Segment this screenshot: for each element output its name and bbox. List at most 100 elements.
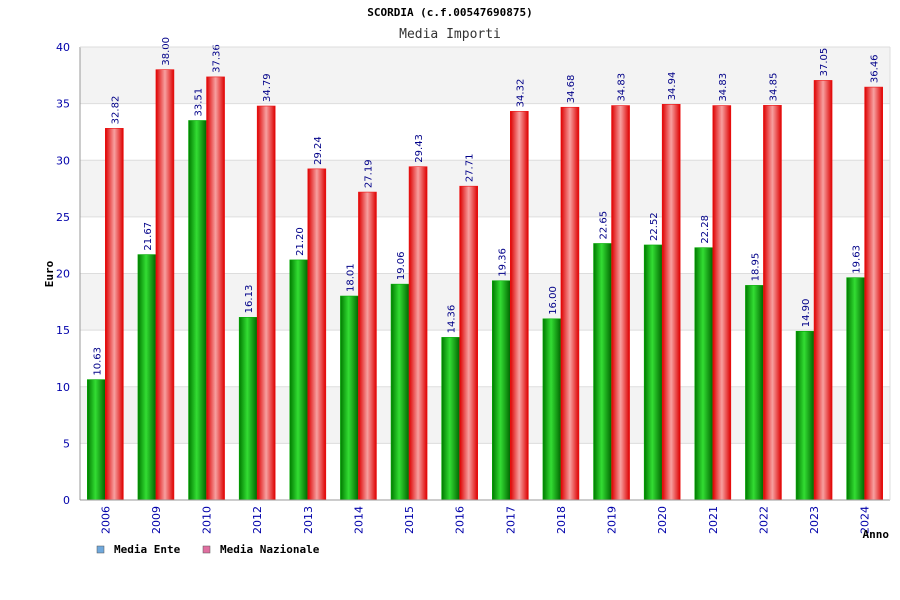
x-axis-label: Anno <box>863 528 890 541</box>
x-tick-label: 2018 <box>555 506 568 534</box>
bar-media-nazionale-2017 <box>510 111 529 501</box>
y-tick-label: 20 <box>56 268 70 281</box>
data-label: 33.51 <box>194 88 205 117</box>
x-tick-label: 2015 <box>403 506 416 534</box>
data-label: 37.05 <box>819 48 830 77</box>
bar-media-ente-2019 <box>593 243 612 501</box>
x-tick-label: 2014 <box>352 506 365 534</box>
data-label: 18.01 <box>345 263 356 292</box>
data-label: 14.90 <box>801 299 812 328</box>
bar-media-nazionale-2023 <box>813 80 833 501</box>
legend-swatch-media-ente <box>96 545 105 554</box>
x-tick-labels: 2006 2009 2010 2012 2013 2014 2015 2016 2017 2018… <box>99 506 871 534</box>
data-label: 34.85 <box>768 73 779 102</box>
legend-label-media-ente: Media Ente <box>114 543 181 556</box>
legend-label-media-nazionale: Media Nazionale <box>220 543 320 556</box>
chart-subtitle: Media Importi <box>399 27 501 42</box>
legend-swatch-media-nazionale <box>202 545 211 554</box>
bar-media-ente-2023 <box>795 330 815 501</box>
bar-media-ente-2009 <box>137 254 157 501</box>
bar-media-ente-2014 <box>340 295 359 501</box>
legend: Media Ente Media Nazionale <box>96 543 320 556</box>
bar-media-ente-2024 <box>846 277 865 501</box>
data-label: 22.28 <box>700 215 711 244</box>
data-label: 22.52 <box>649 212 660 241</box>
data-label: 37.36 <box>212 44 223 73</box>
data-label: 29.24 <box>313 136 324 165</box>
data-label: 34.83 <box>718 73 729 102</box>
bar-media-nazionale-2022 <box>763 105 782 501</box>
data-label: 34.79 <box>262 73 273 102</box>
data-label: 19.63 <box>852 245 863 274</box>
x-tick-label: 2023 <box>808 506 821 534</box>
y-tick-label: 5 <box>63 437 70 450</box>
bar-media-nazionale-2018 <box>560 106 580 501</box>
x-tick-label: 2024 <box>859 506 872 534</box>
data-label: 22.65 <box>599 211 610 240</box>
data-label: 21.67 <box>143 222 154 251</box>
data-label: 32.82 <box>110 96 121 125</box>
bar-media-nazionale-2016 <box>459 185 478 501</box>
y-tick-labels: 0 5 10 15 20 25 30 35 40 <box>56 41 70 507</box>
bar-media-ente-2010 <box>188 120 207 501</box>
bar-media-nazionale-2024 <box>864 86 883 501</box>
bar-media-nazionale-2015 <box>408 166 428 501</box>
x-tick-label: 2017 <box>504 506 517 534</box>
y-tick-label: 30 <box>56 154 70 167</box>
y-tick-label: 0 <box>63 494 70 507</box>
x-tick-label: 2012 <box>251 506 264 534</box>
data-label: 18.95 <box>750 253 761 282</box>
bar-media-nazionale-2009 <box>155 69 175 501</box>
bar-media-nazionale-2014 <box>358 191 377 501</box>
bar-media-ente-2012 <box>238 317 258 501</box>
data-label: 27.71 <box>465 154 476 183</box>
data-label: 34.68 <box>566 75 577 104</box>
x-tick-label: 2022 <box>757 506 770 534</box>
y-tick-label: 25 <box>56 211 70 224</box>
data-label: 19.06 <box>396 252 407 281</box>
data-label: 16.13 <box>244 285 255 314</box>
y-tick-label: 15 <box>56 324 70 337</box>
bar-media-nazionale-2021 <box>712 105 732 501</box>
y-tick-label: 10 <box>56 381 70 394</box>
data-labels: 10.63 32.82 21.67 38.00 33.51 37.36 16.13 34.79… <box>92 37 880 376</box>
x-tick-label: 2016 <box>454 506 467 534</box>
data-label: 21.20 <box>295 227 306 256</box>
bar-media-ente-2022 <box>745 285 764 501</box>
x-tick-label: 2021 <box>707 506 720 534</box>
bar-media-nazionale-2019 <box>611 105 630 501</box>
data-label: 29.43 <box>414 134 425 163</box>
bar-media-ente-2016 <box>441 337 460 501</box>
x-tick-label: 2013 <box>302 506 315 534</box>
x-tick-label: 2020 <box>656 506 669 534</box>
bar-media-ente-2017 <box>492 280 511 501</box>
data-label: 34.94 <box>667 72 678 101</box>
data-label: 36.46 <box>870 54 881 83</box>
x-tick-label: 2010 <box>201 506 214 534</box>
chart-title: SCORDIA (c.f.00547690875) <box>367 6 533 19</box>
bar-media-ente-2006 <box>87 379 106 501</box>
data-label: 27.19 <box>363 159 374 188</box>
data-label: 34.83 <box>617 73 628 102</box>
bar-media-nazionale-2010 <box>206 76 225 501</box>
bar-media-nazionale-2020 <box>661 104 681 501</box>
data-label: 16.00 <box>548 286 559 315</box>
axes <box>79 46 891 501</box>
bar-media-ente-2020 <box>643 244 663 501</box>
data-label: 14.36 <box>447 305 458 334</box>
data-label: 38.00 <box>161 37 172 66</box>
y-axis-label: Euro <box>43 260 56 287</box>
bars <box>87 69 883 501</box>
bar-media-ente-2015 <box>390 283 410 501</box>
x-tick-label: 2019 <box>606 506 619 534</box>
bar-media-nazionale-2012 <box>256 105 276 501</box>
bar-media-nazionale-2013 <box>307 168 327 501</box>
data-label: 10.63 <box>92 347 103 376</box>
x-tick-label: 2006 <box>99 506 112 534</box>
x-tick-label: 2009 <box>150 506 163 534</box>
bar-media-ente-2013 <box>289 259 309 501</box>
y-tick-label: 35 <box>56 98 70 111</box>
data-label: 19.36 <box>497 248 508 277</box>
data-label: 34.32 <box>515 79 526 108</box>
